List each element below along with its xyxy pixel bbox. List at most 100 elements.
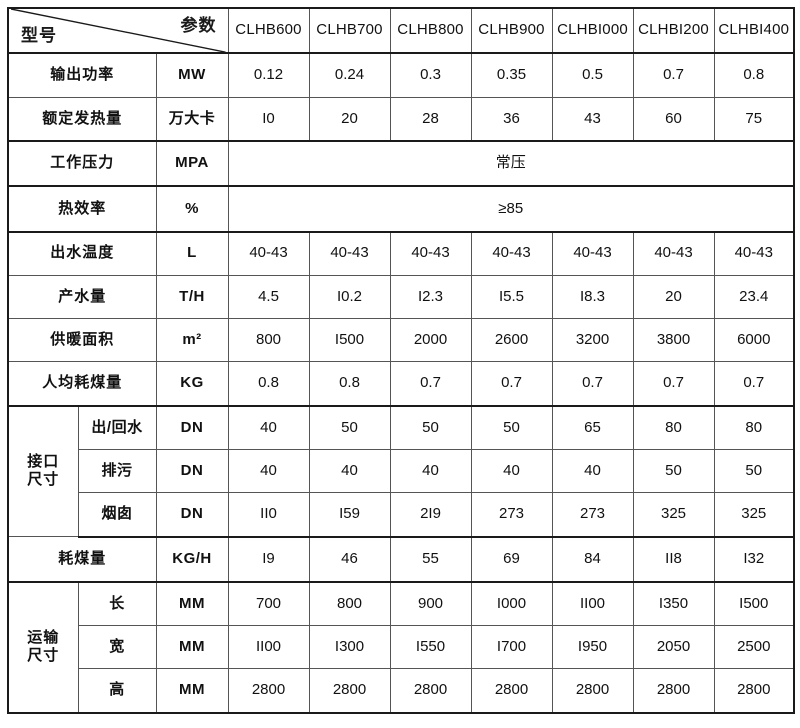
subrow-unit-interface-1: DN [155, 449, 229, 494]
table-row: 运输 尺寸长 MM 700 800 900 I000 II00 I350 I500 [7, 581, 795, 714]
cell-r6-c2: 2000 [389, 318, 472, 363]
cell-r6-c0: 800 [227, 318, 310, 363]
cell-r6-c4: 3200 [551, 318, 634, 363]
subrow-unit-transport-1: MM [155, 625, 229, 670]
model-header-3: CLHB800 [389, 7, 472, 55]
cell-transport0-c4: II00 [551, 581, 634, 627]
row-label-7: 人均耗煤量 [7, 361, 157, 407]
table-row: 排污 DN 40 40 40 40 40 50 50 [8, 449, 795, 494]
cell-interface1-c6: 50 [713, 449, 795, 494]
cell-interface2-c5: 325 [632, 492, 715, 538]
cell-transport1-c3: I700 [470, 625, 553, 670]
group-label-transport-line1: 运输 [27, 628, 60, 646]
cell-transport2-c4: 2800 [551, 668, 634, 714]
cell-r4-c3: 40-43 [470, 231, 553, 277]
cell-interface0-c0: 40 [227, 405, 310, 451]
cell-r0-c1: 0.24 [308, 52, 391, 98]
cell-transport1-c4: I950 [551, 625, 634, 670]
group-label-interface: 接口 尺寸 [7, 405, 79, 538]
cell-r7-c2: 0.7 [389, 361, 472, 407]
cell-interface1-c2: 40 [389, 449, 472, 494]
group-label-interface-line2: 尺寸 [27, 471, 60, 489]
model-header-6: CLHBI200 [632, 7, 715, 55]
cell-transport1-c2: I550 [389, 625, 472, 670]
cell-interface2-c3: 273 [470, 492, 553, 538]
cell-r0-c4: 0.5 [551, 52, 634, 98]
table-row: 烟囱 DN II0 I59 2I9 273 273 325 325 [8, 492, 795, 538]
cell-interface2-c2: 2I9 [389, 492, 472, 538]
cell-r5-c5: 20 [632, 275, 715, 320]
subrow-label-transport-1: 宽 [77, 625, 157, 670]
row-unit-1: 万大卡 [155, 96, 229, 143]
cell-transport0-c3: I000 [470, 581, 553, 627]
cell-r6-c3: 2600 [470, 318, 553, 363]
row-unit-7: KG [155, 361, 229, 407]
cell-transport1-c1: I300 [308, 625, 391, 670]
row-unit-2: MPA [155, 140, 229, 188]
cell-r5-c3: I5.5 [470, 275, 553, 320]
cell-r7-c4: 0.7 [551, 361, 634, 407]
cell-r7-c3: 0.7 [470, 361, 553, 407]
cell-interface0-c4: 65 [551, 405, 634, 451]
row-label-2: 工作压力 [7, 140, 157, 188]
cell-transport2-c5: 2800 [632, 668, 715, 714]
row-label-6: 供暖面积 [7, 318, 157, 363]
cell-interface2-c0: II0 [227, 492, 310, 538]
cell-r1-c5: 60 [632, 96, 715, 143]
cell-r7-c5: 0.7 [632, 361, 715, 407]
row-label-0: 输出功率 [7, 52, 157, 98]
cell-transport2-c1: 2800 [308, 668, 391, 714]
specification-table-container: 参数 型号 CLHB600 CLHB700 CLHB800 CLHB900 CLHBI000… [7, 7, 796, 714]
subrow-label-transport-2: 高 [77, 668, 157, 714]
table-row: 耗煤量 KG/H I9 46 55 69 84 II8 I32 [7, 536, 795, 583]
cell-r5-c4: I8.3 [551, 275, 634, 320]
cell-r4-c1: 40-43 [308, 231, 391, 277]
row-label-3: 热效率 [7, 185, 157, 233]
cell-transport2-c6: 2800 [713, 668, 795, 714]
model-header-2: CLHB700 [308, 7, 391, 55]
cell-interface0-c3: 50 [470, 405, 553, 451]
table-header-row: 参数 型号 CLHB600 CLHB700 CLHB800 CLHB900 CLHBI000… [7, 7, 795, 55]
cell-r1-c4: 43 [551, 96, 634, 143]
subrow-label-interface-1: 排污 [77, 449, 157, 494]
row-unit-0: MW [155, 52, 229, 98]
cell-coal-c4: 84 [551, 536, 634, 583]
cell-interface0-c2: 50 [389, 405, 472, 451]
row-unit-6: m² [155, 318, 229, 363]
model-header-4: CLHB900 [470, 7, 553, 55]
cell-r6-c1: I500 [308, 318, 391, 363]
cell-transport1-c0: II00 [227, 625, 310, 670]
cell-interface2-c1: I59 [308, 492, 391, 538]
table-row: 出水温度 L 40-43 40-43 40-43 40-43 40-43 40-43 40-43 [7, 231, 795, 277]
row-span-value-3: ≥85 [227, 185, 795, 233]
model-header-1: CLHB600 [227, 7, 310, 55]
model-header-5: CLHBI000 [551, 7, 634, 55]
cell-r6-c5: 3800 [632, 318, 715, 363]
model-header-label: 型号 [21, 25, 57, 45]
cell-transport2-c2: 2800 [389, 668, 472, 714]
cell-r0-c6: 0.8 [713, 52, 795, 98]
cell-r1-c1: 20 [308, 96, 391, 143]
subrow-label-interface-0: 出/回水 [77, 405, 157, 451]
cell-interface1-c4: 40 [551, 449, 634, 494]
cell-transport0-c2: 900 [389, 581, 472, 627]
cell-r1-c3: 36 [470, 96, 553, 143]
cell-r7-c6: 0.7 [713, 361, 795, 407]
cell-interface0-c6: 80 [713, 405, 795, 451]
row-label-4: 出水温度 [7, 231, 157, 277]
cell-transport1-c5: 2050 [632, 625, 715, 670]
cell-coal-c3: 69 [470, 536, 553, 583]
group-label-transport: 运输 尺寸 [7, 581, 79, 714]
cell-r0-c2: 0.3 [389, 52, 472, 98]
subrow-unit-transport-2: MM [155, 668, 229, 714]
cell-r1-c6: 75 [713, 96, 795, 143]
cell-r1-c0: I0 [227, 96, 310, 143]
cell-r5-c2: I2.3 [389, 275, 472, 320]
cell-coal-c6: I32 [713, 536, 795, 583]
table-row: 额定发热量 万大卡 I0 20 28 36 43 60 75 [7, 96, 795, 143]
cell-transport2-c0: 2800 [227, 668, 310, 714]
cell-interface0-c5: 80 [632, 405, 715, 451]
cell-interface0-c1: 50 [308, 405, 391, 451]
cell-transport2-c3: 2800 [470, 668, 553, 714]
subrow-unit-interface-2: DN [155, 492, 229, 538]
